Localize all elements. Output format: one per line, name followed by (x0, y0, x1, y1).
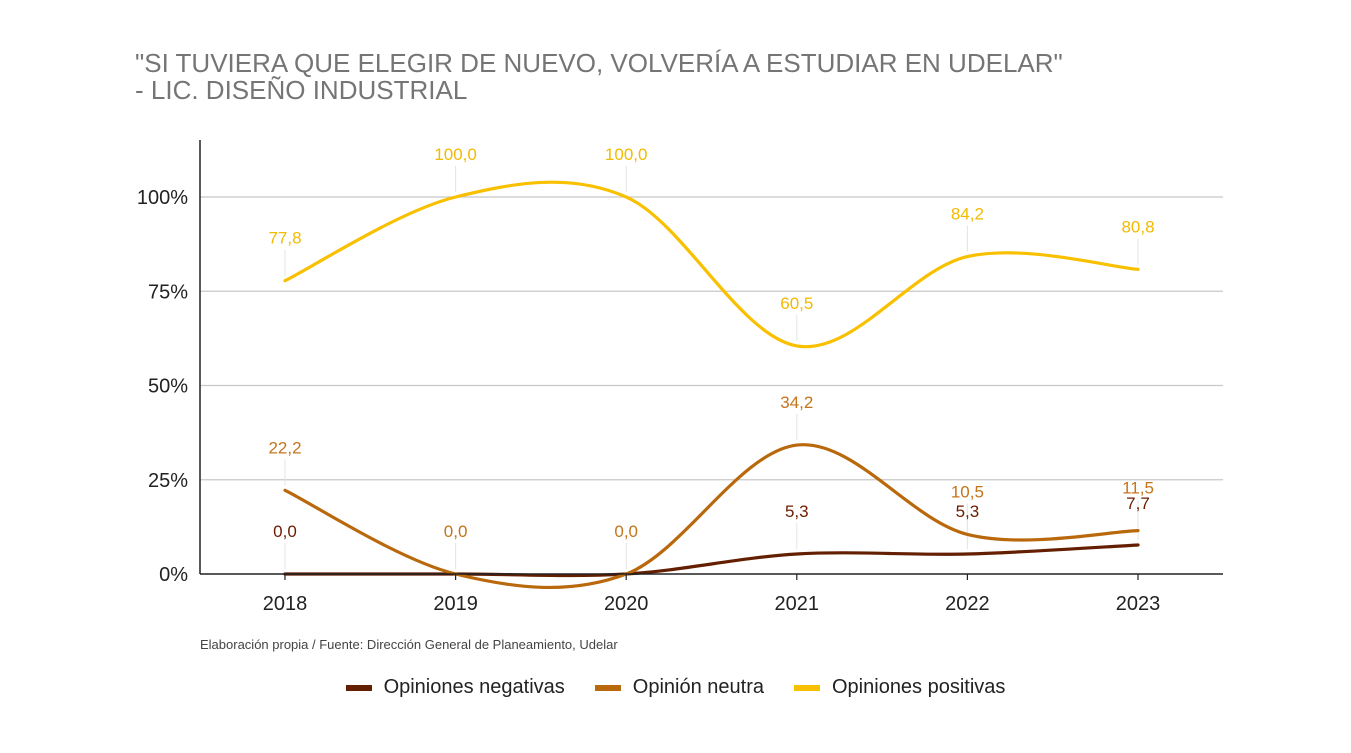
data-label: 60,5 (780, 294, 813, 313)
legend: Opiniones negativas Opinión neutra Opini… (0, 676, 1351, 699)
data-label: 10,5 (951, 482, 984, 501)
data-label: 11,5 (1122, 479, 1154, 498)
legend-swatch (594, 684, 621, 691)
axes (199, 140, 1223, 580)
chart-title-line-1: "SI TUVIERA QUE ELEGIR DE NUEVO, VOLVERÍ… (135, 48, 1063, 78)
data-label: 0,0 (273, 522, 297, 541)
y-tick-label: 50% (148, 376, 188, 398)
source-note: Elaboración propia / Fuente: Dirección G… (200, 637, 618, 652)
y-tick-label: 25% (148, 470, 188, 492)
x-tick-label: 2020 (604, 593, 649, 615)
chart-title: "SI TUVIERA QUE ELEGIR DE NUEVO, VOLVERÍ… (135, 50, 1235, 104)
data-label: 0,0 (614, 522, 638, 541)
data-label: 100,0 (605, 145, 648, 164)
x-tick-label: 2019 (433, 593, 478, 615)
series-line (283, 180, 1140, 349)
data-labels: 0,0 5,3 5,3 7,7 22,2 0,0 0,0 34,2 10,5 11,5 77,8 10… (268, 145, 1154, 541)
series-lines (283, 180, 1140, 590)
legend-label: Opiniones positivas (832, 676, 1006, 698)
y-axis-tick-labels: 0% 25% 50% 75% 100% (137, 187, 188, 586)
legend-swatch (345, 684, 372, 691)
data-label: 0,0 (444, 522, 468, 541)
chart-title-line-2: - LIC. DISEÑO INDUSTRIAL (135, 75, 468, 105)
legend-item-positivas: Opiniones positivas (794, 676, 1005, 699)
x-tick-label: 2018 (263, 593, 308, 615)
data-label: 5,3 (785, 502, 809, 521)
series-line (283, 443, 1140, 590)
data-label: 84,2 (951, 205, 984, 224)
legend-item-negativas: Opiniones negativas (345, 676, 565, 699)
data-label: 80,8 (1121, 217, 1154, 236)
data-label: 77,8 (268, 229, 301, 248)
data-label: 100,0 (434, 145, 477, 164)
legend-swatch (794, 684, 820, 691)
x-tick-label: 2022 (945, 593, 990, 615)
data-label: 5,3 (956, 502, 980, 521)
legend-item-neutra: Opinión neutra (594, 676, 764, 699)
x-tick-label: 2023 (1116, 593, 1161, 615)
data-label: 22,2 (268, 438, 301, 457)
legend-label: Opiniones negativas (383, 676, 565, 698)
x-tick-label: 2021 (775, 593, 820, 615)
y-tick-label: 100% (137, 187, 188, 209)
data-label-leaders (284, 166, 1139, 569)
data-label: 34,2 (780, 393, 813, 412)
gridlines (200, 196, 1223, 481)
y-tick-label: 0% (159, 564, 188, 586)
x-axis-tick-labels: 2018 2019 2020 2021 2022 2023 (263, 593, 1161, 615)
legend-label: Opinión neutra (632, 676, 764, 698)
data-label: 7,7 (1126, 494, 1150, 513)
y-tick-label: 75% (148, 281, 188, 303)
